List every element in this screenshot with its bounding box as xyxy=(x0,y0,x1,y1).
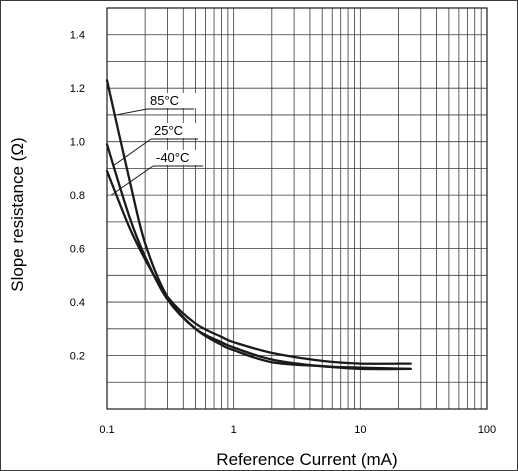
leader-line-25c xyxy=(112,138,152,167)
x-tick-label: 100 xyxy=(478,424,496,436)
series-label-85c: 85°C xyxy=(150,93,179,108)
series-label-bg xyxy=(152,123,200,138)
grid xyxy=(106,8,487,409)
y-axis-title: Slope resistance (Ω) xyxy=(8,137,27,291)
y-tick-label: 1.4 xyxy=(70,30,85,42)
series-line-25c xyxy=(105,143,412,371)
series-line-minus40c xyxy=(105,169,412,365)
leader-line-85c xyxy=(116,108,148,116)
y-tick-label: 1.0 xyxy=(70,137,85,149)
y-tick-label: 0.4 xyxy=(70,297,85,309)
y-tick-label: 0.2 xyxy=(70,351,85,363)
x-tick-label: 0.1 xyxy=(99,424,114,436)
y-tick-label: 0.6 xyxy=(70,244,85,256)
series-labels: 85°C 25°C -40°C xyxy=(110,93,205,196)
series-label-bg xyxy=(154,150,205,165)
y-tick-label: 1.2 xyxy=(70,83,85,95)
series-label-25c: 25°C xyxy=(154,123,183,138)
series-label-minus40c: -40°C xyxy=(156,150,189,165)
x-tick-label: 1 xyxy=(231,424,237,436)
leader-line-minus40c xyxy=(110,165,154,196)
series-label-bg xyxy=(148,93,196,108)
y-tick-label: 0.8 xyxy=(70,190,85,202)
series-layer xyxy=(105,79,412,371)
x-tick-label: 10 xyxy=(354,424,366,436)
tick-labels: 0.1 1 10 100 0.2 0.4 0.6 0.8 1.0 1.2 1.4 xyxy=(70,30,496,436)
x-axis-title: Reference Current (mA) xyxy=(216,450,397,469)
plot-border xyxy=(106,7,488,410)
